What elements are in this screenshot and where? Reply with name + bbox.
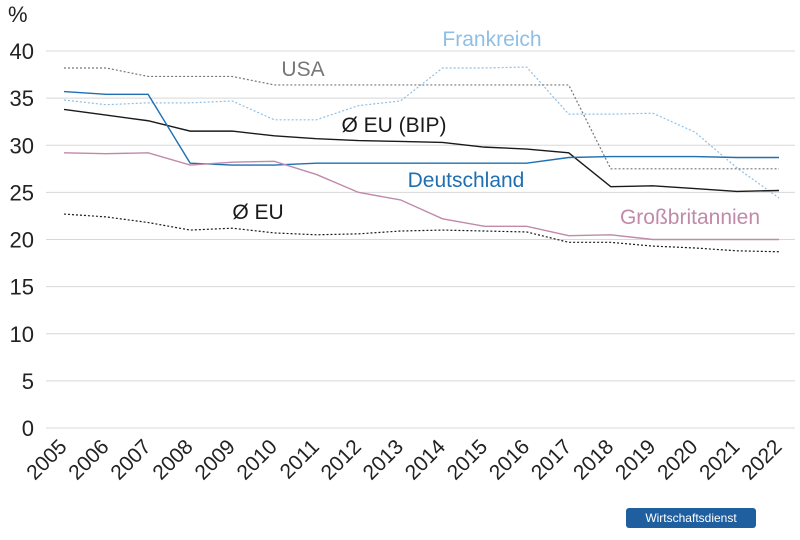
logo-box <box>626 508 756 528</box>
y-tick-label: 10 <box>10 322 34 347</box>
series-line <box>63 152 779 241</box>
x-tick-label: 2020 <box>653 435 702 484</box>
x-tick-label: 2005 <box>22 435 71 484</box>
logo: Wirtschaftsdienst <box>645 511 737 525</box>
y-tick-label: 35 <box>10 86 34 111</box>
y-tick-label: 20 <box>10 228 34 253</box>
y-tick-label: 15 <box>10 275 34 300</box>
y-tick-label: 0 <box>22 416 34 441</box>
series-label: USA <box>281 58 324 81</box>
x-tick-label: 2012 <box>317 435 366 484</box>
x-tick-label: 2022 <box>737 435 786 484</box>
series-label: Ø EU <box>232 201 283 224</box>
series-label: Großbritannien <box>620 206 760 229</box>
x-tick-label: 2021 <box>695 435 744 484</box>
y-tick-label: 25 <box>10 180 34 205</box>
x-tick-label: 2013 <box>359 435 408 484</box>
x-tick-label: 2011 <box>276 435 324 483</box>
series-label: Ø EU (BIP) <box>341 114 446 137</box>
x-tick-label: 2014 <box>401 435 451 485</box>
series-line <box>63 213 780 253</box>
x-tick-label: 2008 <box>148 435 197 484</box>
y-axis-label: % <box>8 2 28 27</box>
y-tick-label: 40 <box>10 39 34 64</box>
x-tick-label: 2015 <box>443 435 492 484</box>
x-tick-label: 2007 <box>106 435 155 484</box>
series-line <box>63 108 780 193</box>
x-tick-label: 2018 <box>569 435 618 484</box>
series-line <box>64 67 779 170</box>
series-label: Deutschland <box>408 169 525 192</box>
y-tick-label: 5 <box>22 369 34 394</box>
y-tick-label: 30 <box>10 133 34 158</box>
x-tick-label: 2010 <box>233 435 282 484</box>
x-tick-label: 2006 <box>64 435 113 484</box>
x-tick-label: 2019 <box>611 435 660 484</box>
x-tick-label: 2009 <box>190 435 239 484</box>
series-label: Frankreich <box>442 28 541 51</box>
series-line <box>63 90 779 166</box>
x-tick-label: 2016 <box>485 435 534 484</box>
x-tick-label: 2017 <box>527 435 576 484</box>
